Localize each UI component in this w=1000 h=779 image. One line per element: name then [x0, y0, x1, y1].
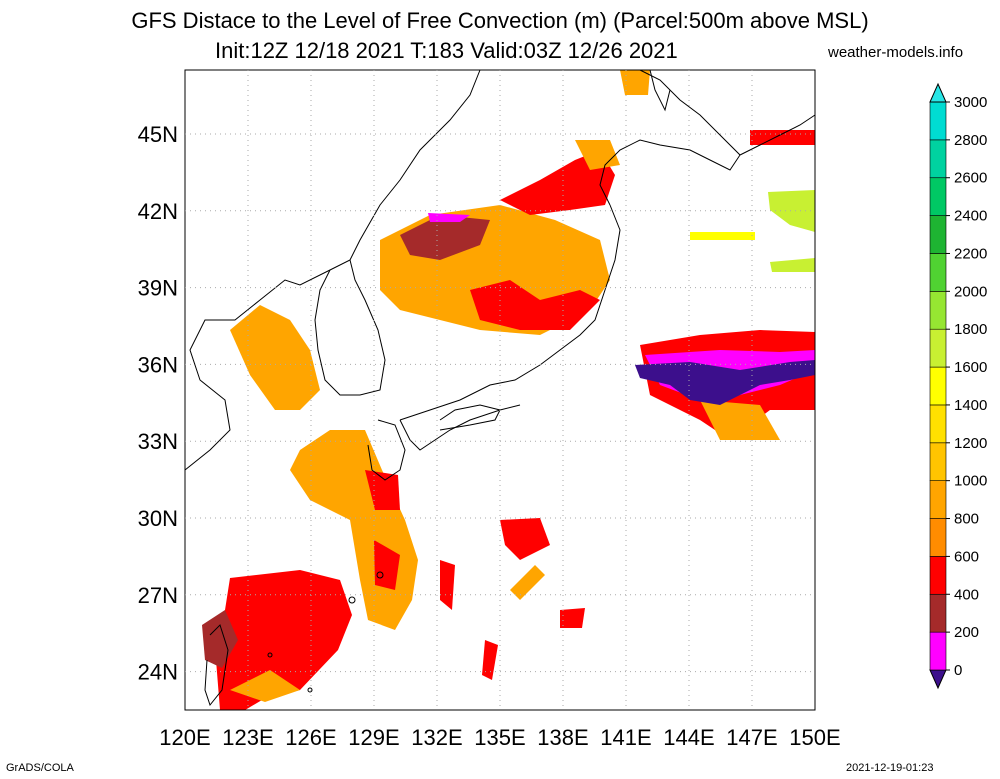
lon-tick-label: 129E	[348, 725, 399, 750]
footer-software: GrADS/COLA	[6, 762, 74, 774]
map-subtitle: Init:12Z 12/18 2021 T:183 Valid:03Z 12/2…	[215, 38, 678, 63]
latitude-labels: 24N 27N 30N 33N 36N 39N 42N 45N	[138, 122, 178, 685]
colorbar-level-label: 600	[954, 548, 979, 565]
lfc-area-yellow-sea	[230, 305, 320, 410]
colorbar-bin	[929, 480, 947, 519]
lfc-area-south-patch	[500, 518, 550, 560]
lfc-area-pacific-orange	[700, 400, 780, 440]
colorbar-min-arrow	[929, 669, 947, 690]
colorbar-bin	[929, 631, 947, 671]
colorbar-bin	[929, 366, 947, 406]
lon-tick-label: 123E	[222, 725, 273, 750]
graticule	[185, 70, 815, 710]
lat-tick-label: 42N	[138, 199, 178, 224]
lfc-area-south-orange	[230, 670, 300, 702]
site-credit: weather-models.info	[828, 44, 964, 61]
lfc-area-south-patch4	[510, 565, 545, 600]
lfc-area-east-yellow	[690, 232, 755, 240]
colorbar	[929, 82, 950, 690]
lon-tick-label: 132E	[411, 725, 462, 750]
lon-tick-label: 126E	[285, 725, 336, 750]
colorbar-level-label: 1000	[954, 473, 987, 490]
colorbar-bin	[929, 442, 947, 481]
colorbar-level-label: 400	[954, 586, 979, 603]
colorbar-level-label: 2400	[954, 208, 987, 225]
lfc-area-east-green	[768, 190, 815, 232]
colorbar-bin	[929, 518, 947, 557]
colorbar-level-label: 3000	[954, 94, 987, 111]
colorbar-max-arrow	[929, 82, 947, 103]
lfc-area-south-patch5	[560, 608, 585, 628]
colorbar-bin	[929, 253, 947, 292]
colorbar-bin	[929, 101, 947, 141]
lat-tick-label: 39N	[138, 276, 178, 301]
colorbar-bin	[929, 556, 947, 595]
lfc-area-hokkaido	[500, 150, 615, 215]
colorbar-bin	[929, 215, 947, 254]
lat-tick-label: 36N	[138, 352, 178, 377]
lfc-area-hokkaido-orange	[575, 140, 620, 170]
lon-tick-label: 144E	[663, 725, 714, 750]
colorbar-bin	[929, 404, 947, 444]
colorbar-bin	[929, 291, 947, 330]
lfc-area-pacific-purple	[635, 360, 815, 405]
lfc-area-north-patch	[620, 70, 650, 95]
lfc-area-south-patch3	[482, 640, 498, 680]
coastlines	[184, 69, 816, 707]
lon-tick-label: 135E	[474, 725, 525, 750]
colorbar-level-label: 2000	[954, 283, 987, 300]
lfc-area-sea-japan-magenta	[428, 213, 470, 222]
lat-tick-label: 24N	[138, 660, 178, 685]
colorbar-level-label: 2800	[954, 132, 987, 149]
footer-timestamp: 2021-12-19-01:23	[846, 762, 934, 774]
colorbar-level-label: 800	[954, 511, 979, 528]
lfc-area-east-green2	[770, 258, 815, 272]
colorbar-bin	[929, 139, 947, 179]
lfc-area-south	[216, 570, 352, 710]
lon-tick-label: 150E	[789, 725, 840, 750]
lfc-area-south-brown	[202, 610, 238, 668]
lon-tick-label: 141E	[600, 725, 651, 750]
longitude-labels: 120E 123E 126E 129E 132E 135E 138E 141E 144E 147E…	[159, 725, 840, 750]
lat-tick-label: 27N	[138, 583, 178, 608]
lfc-shading	[202, 70, 815, 710]
colorbar-labels: 0 200 400 600 800 1000 1200 1400 1600 1800 2000 220…	[954, 94, 987, 679]
colorbar-level-label: 1800	[954, 321, 987, 338]
lfc-area-sea-japan-red	[470, 280, 600, 330]
colorbar-bin	[929, 593, 947, 633]
lon-tick-label: 138E	[537, 725, 588, 750]
lfc-area-south-patch2	[440, 560, 455, 610]
colorbar-level-label: 1200	[954, 435, 987, 452]
colorbar-level-label: 0	[954, 662, 962, 679]
lon-tick-label: 120E	[159, 725, 210, 750]
colorbar-level-label: 1600	[954, 359, 987, 376]
colorbar-level-label: 200	[954, 624, 979, 641]
colorbar-level-label: 2600	[954, 170, 987, 187]
lat-tick-label: 33N	[138, 429, 178, 454]
colorbar-bin	[929, 328, 947, 368]
colorbar-level-label: 2200	[954, 245, 987, 262]
lon-tick-label: 147E	[726, 725, 777, 750]
map-title: GFS Distace to the Level of Free Convect…	[131, 8, 869, 33]
lfc-area-sea-japan-brown	[400, 215, 490, 260]
lat-tick-label: 45N	[138, 122, 178, 147]
lat-tick-label: 30N	[138, 506, 178, 531]
colorbar-level-label: 1400	[954, 397, 987, 414]
colorbar-bin	[929, 177, 947, 216]
lfc-area-ne-patch	[750, 130, 815, 145]
